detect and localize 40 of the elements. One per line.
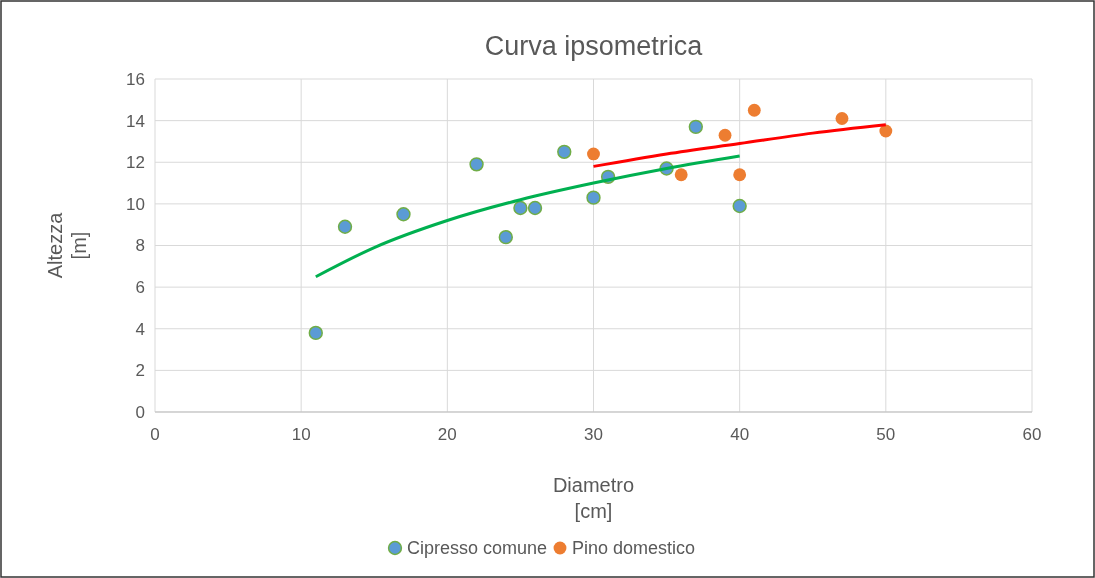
chart-title: Curva ipsometrica (484, 31, 704, 61)
line-series (314, 154, 742, 279)
y-tick-label: 12 (126, 153, 145, 173)
x-tick-label: 20 (437, 425, 457, 444)
y-tick-label: 10 (126, 194, 145, 214)
point (527, 200, 543, 216)
y-tick-label: 14 (126, 111, 145, 131)
x-tick-label: 60 (1022, 425, 1042, 444)
legend-label: Cipresso comune (407, 538, 548, 559)
legend-label: Pino domestico (572, 538, 696, 559)
point (732, 198, 747, 214)
point (469, 157, 484, 172)
point (718, 128, 732, 142)
y-tick-label: 8 (135, 236, 145, 256)
x-tick-label: 40 (730, 425, 750, 444)
point (586, 190, 601, 205)
point (557, 144, 572, 160)
x-tick-label: 0 (150, 425, 160, 444)
y-tick-label: 6 (135, 278, 145, 298)
y-tick-label: 4 (135, 319, 145, 339)
x-axis-title: Diametro [cm] (552, 474, 635, 522)
x-tick-label: 30 (584, 425, 603, 444)
point (835, 112, 849, 125)
point (674, 168, 688, 182)
point (733, 168, 747, 182)
y-tick-label: 2 (135, 361, 145, 381)
point (396, 207, 411, 222)
point (688, 119, 703, 135)
x-tick-label: 50 (876, 425, 896, 444)
point (513, 200, 528, 216)
y-tick-label: 16 (126, 69, 145, 89)
point (337, 219, 353, 234)
y-axis-title: Altezza [m] (44, 211, 90, 279)
point (498, 230, 513, 245)
point (879, 124, 893, 138)
x-tick-label: 10 (291, 425, 311, 444)
point (587, 147, 600, 161)
point (747, 103, 761, 117)
point (308, 325, 323, 341)
y-tick-label: 0 (135, 402, 145, 422)
